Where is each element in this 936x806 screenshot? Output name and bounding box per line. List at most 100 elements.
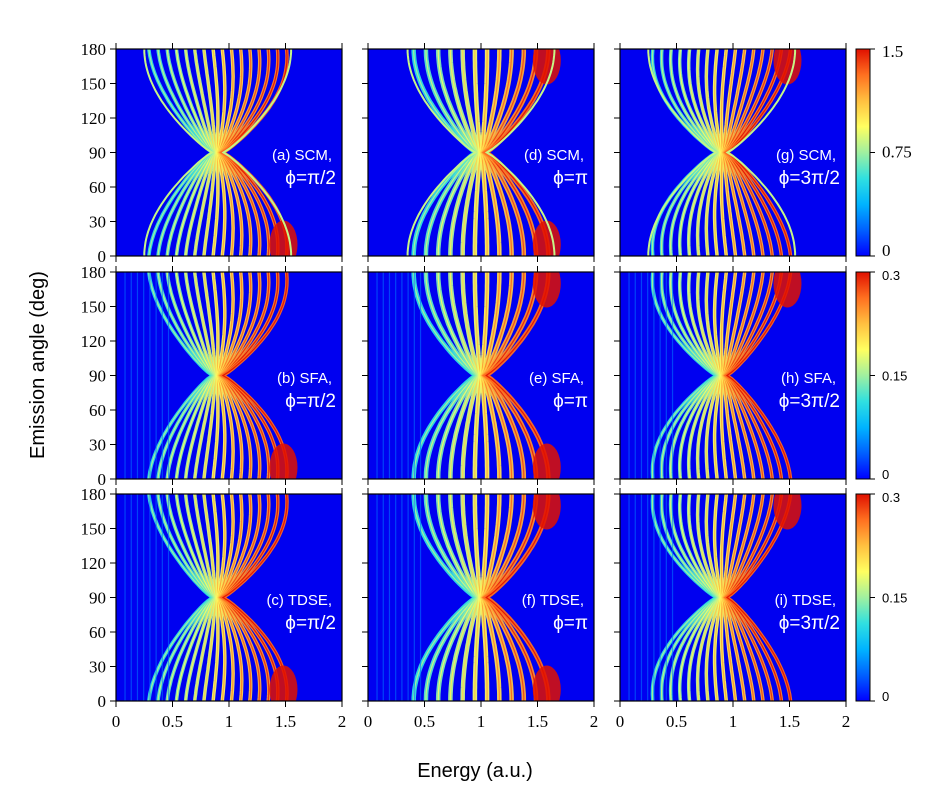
x-tick-label: 0 — [616, 712, 625, 731]
panel-phase-label: ϕ=3π/2 — [779, 613, 840, 634]
x-tick-label: 1.5 — [527, 712, 548, 731]
panel-label: (a) SCM, — [272, 147, 332, 164]
envelope-edge — [406, 49, 478, 256]
panel-label: (f) TDSE, — [522, 592, 584, 609]
panel-label: (h) SFA, — [781, 370, 836, 387]
y-tick-label: 90 — [89, 144, 106, 163]
intensity-peak — [532, 49, 561, 85]
x-tick-label: 0.5 — [414, 712, 435, 731]
y-tick-label: 180 — [81, 263, 107, 282]
x-tick-label: 0.5 — [666, 712, 687, 731]
panel-label: (b) SFA, — [277, 370, 332, 387]
intensity-peak — [532, 272, 561, 308]
colorbar-tick-label: 0 — [882, 467, 889, 482]
y-tick-label: 30 — [89, 213, 106, 232]
x-tick-label: 1 — [225, 712, 234, 731]
panel-phase-label: ϕ=π/2 — [285, 613, 336, 634]
y-tick-label: 30 — [89, 436, 106, 455]
panel-d: (d) SCM, ϕ=π — [367, 48, 595, 257]
y-tick-label: 120 — [81, 332, 107, 351]
panel-phase-label: ϕ=π — [553, 168, 588, 189]
envelope-edge — [484, 49, 556, 256]
x-tick-label: 0 — [112, 712, 121, 731]
y-tick-label: 150 — [81, 298, 107, 317]
x-tick-label: 1.5 — [275, 712, 296, 731]
panel-label: (d) SCM, — [524, 147, 584, 164]
x-tick-label: 1 — [477, 712, 486, 731]
x-tick-label: 0.5 — [162, 712, 183, 731]
intensity-peak — [269, 665, 298, 701]
intensity-peak — [773, 49, 802, 85]
panel-phase-label: ϕ=π/2 — [285, 391, 336, 412]
colorbar-tick-label: 0.15 — [882, 591, 907, 606]
panel-phase-label: ϕ=π — [553, 613, 588, 634]
axes-layer: 0306090120150180030609012015018003060901… — [81, 40, 851, 731]
intensity-peak — [532, 220, 561, 256]
y-tick-label: 150 — [81, 75, 107, 94]
y-tick-label: 180 — [81, 40, 107, 59]
panel-label: (i) TDSE, — [775, 592, 836, 609]
panel-c: (c) TDSE, ϕ=π/2 — [115, 493, 343, 702]
envelope-edge — [647, 49, 718, 256]
panel-a: (a) SCM, ϕ=π/2 — [115, 48, 343, 257]
panel-h: (h) SFA, ϕ=3π/2 — [619, 271, 847, 480]
colorbar-tdse — [855, 493, 871, 702]
x-axis-title: Energy (a.u.) — [417, 760, 533, 782]
panel-i: (i) TDSE, ϕ=3π/2 — [619, 493, 847, 702]
colorbar-tick-label: 0 — [882, 689, 889, 704]
intensity-peak — [532, 494, 561, 530]
y-tick-label: 0 — [98, 470, 107, 489]
colorbar-sfa — [855, 271, 871, 480]
panel-g: (g) SCM, ϕ=3π/2 — [619, 48, 847, 257]
colorbar-tick-label: 0 — [882, 241, 891, 260]
y-tick-label: 0 — [98, 692, 107, 711]
panels-layer: (a) SCM, ϕ=π/2 (d) SCM, ϕ=π (g) SCM, ϕ=3π/2 (b… — [115, 48, 847, 702]
x-tick-label: 1.5 — [779, 712, 800, 731]
panel-label: (g) SCM, — [776, 147, 836, 164]
y-axis-title: Emission angle (deg) — [27, 271, 49, 459]
y-tick-label: 90 — [89, 589, 106, 608]
x-tick-label: 2 — [338, 712, 347, 731]
y-tick-label: 30 — [89, 658, 106, 677]
colorbar-tick-label: 0.75 — [882, 143, 912, 162]
x-tick-label: 2 — [842, 712, 851, 731]
panel-phase-label: ϕ=π — [553, 391, 588, 412]
panel-background — [116, 272, 342, 479]
y-tick-label: 60 — [89, 623, 106, 642]
intensity-peak — [773, 494, 802, 530]
x-tick-label: 0 — [364, 712, 373, 731]
x-tick-label: 1 — [729, 712, 738, 731]
y-tick-label: 120 — [81, 109, 107, 128]
envelope-edge — [221, 49, 293, 256]
colorbar-layer: 0 0.75 1.5 0 0.15 0.3 0 0.15 0.3 — [855, 42, 912, 704]
x-tick-label: 2 — [590, 712, 599, 731]
panel-background — [116, 494, 342, 701]
envelope-edge — [143, 49, 214, 256]
panel-phase-label: ϕ=π/2 — [285, 168, 336, 189]
colorbar-tick-label: 0.3 — [882, 268, 900, 283]
panel-label: (c) TDSE, — [266, 592, 332, 609]
panel-phase-label: ϕ=3π/2 — [779, 391, 840, 412]
y-tick-label: 180 — [81, 485, 107, 504]
panel-label: (e) SFA, — [529, 370, 584, 387]
intensity-peak — [773, 272, 802, 308]
y-tick-label: 120 — [81, 554, 107, 573]
colorbar-tick-label: 0.3 — [882, 490, 900, 505]
panel-f: (f) TDSE, ϕ=π — [367, 493, 595, 702]
y-tick-label: 60 — [89, 401, 106, 420]
intensity-peak — [532, 665, 561, 701]
intensity-peak — [269, 220, 298, 256]
envelope-edge — [725, 49, 797, 256]
colorbar-scm — [855, 48, 871, 257]
panel-phase-label: ϕ=3π/2 — [779, 168, 840, 189]
y-tick-label: 0 — [98, 247, 107, 266]
colorbar-tick-label: 1.5 — [882, 42, 903, 61]
colorbar-tick-label: 0.15 — [882, 369, 907, 384]
panel-e: (e) SFA, ϕ=π — [367, 271, 595, 480]
intensity-peak — [269, 443, 298, 479]
intensity-peak — [532, 443, 561, 479]
y-tick-label: 150 — [81, 520, 107, 539]
panel-b: (b) SFA, ϕ=π/2 — [115, 271, 343, 480]
panel-background — [116, 49, 342, 256]
